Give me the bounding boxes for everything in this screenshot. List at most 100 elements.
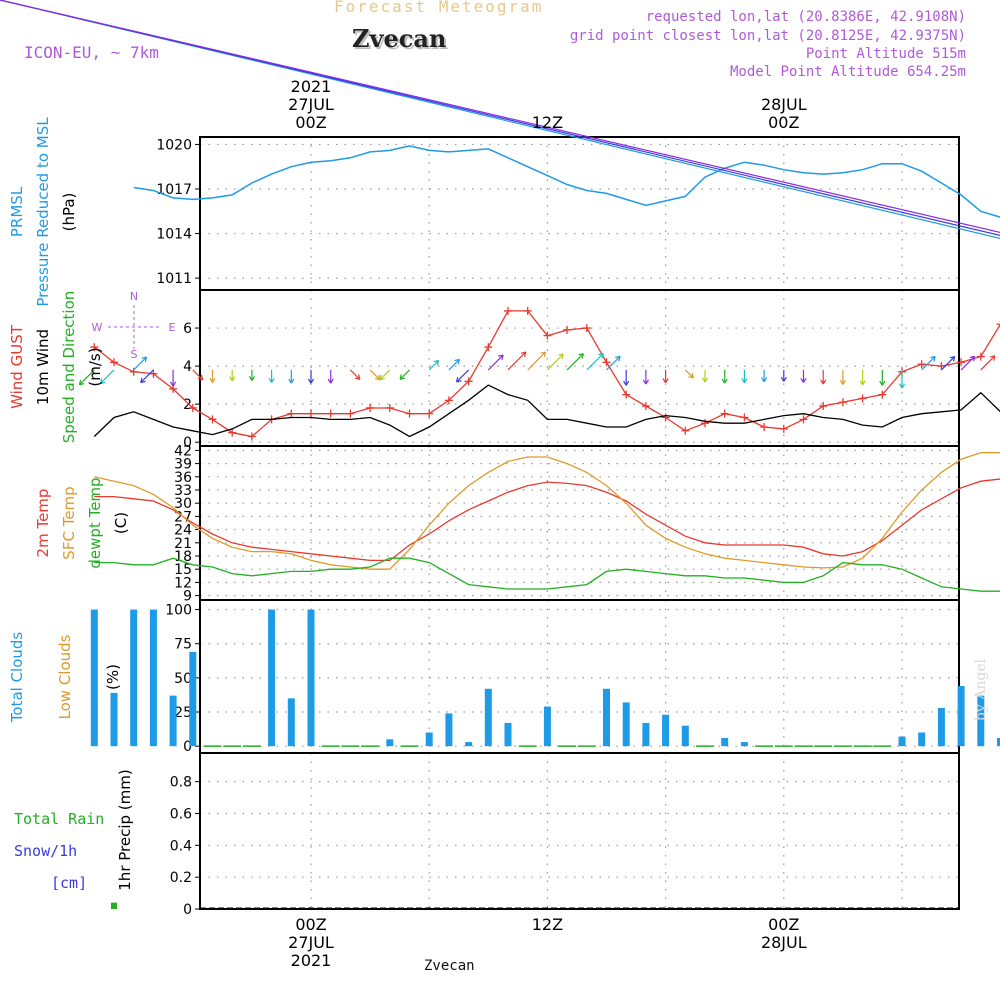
y-tick-label: 100 [165,603,192,619]
cloud-bar [543,706,551,747]
compass-n: N [130,290,138,303]
cloud-bar [90,609,98,747]
wind-arrow-head [859,380,866,386]
wind-arrow-head [615,355,621,362]
cloud-bar [287,698,295,747]
wind-arrow [527,351,546,371]
wind-arrow [940,356,956,371]
wind-arrow [487,354,504,371]
wind-arrow-head [688,372,694,379]
bottom-tick-label: 00Z [768,915,799,934]
wind-arrow-head [248,375,255,381]
y-tick-label: 15 [174,562,192,578]
wind-axis-label: (m/s) [86,347,104,386]
gust-marker [247,432,256,441]
wind-arrow [369,369,381,381]
gust-marker [799,415,808,424]
y-tick-label: 1020 [156,137,192,153]
gust-marker [740,413,749,422]
gust-marker [878,390,887,399]
panel-frame [199,752,960,910]
y-tick-label: 2 [183,397,192,413]
tsfc-line [94,451,1000,570]
gust-marker [169,384,178,393]
wind-arrow-head [839,379,846,385]
gust-marker [917,360,926,369]
gust-marker [760,422,769,431]
wind-arrow [0,0,1000,234]
compass-lines [108,305,162,349]
gust-marker [346,409,355,418]
cloud-bar [997,737,1000,747]
cloud-bar [662,714,670,747]
model-altitude: Model Point Altitude 654.25m [729,64,966,80]
wind-arrow [507,351,527,371]
wind-arrow [566,353,584,371]
grid-point-coords: grid point closest lon,lat (20.8125E, 42… [569,28,966,44]
wind-arrow [960,355,976,371]
cloud-bar [465,742,473,747]
cloud-bar [268,609,276,747]
wind-line [93,384,1000,438]
panel-precipitation: 0 0.2 0.4 0.6 0.8 [170,752,960,918]
wind-arrow-head [455,376,462,383]
gust-marker [582,324,591,333]
cloud-bar [681,725,689,747]
location-title: Zvecan [352,24,447,53]
wind-arrow [980,355,996,371]
pressure-axis-label: Pressure Reduced to MSL [34,117,52,307]
wind-arrow [0,0,1000,239]
wind-arrow-head [578,353,584,359]
wind-arrow [586,353,604,371]
gust-marker [720,409,729,418]
y-tick-label: 50 [174,671,192,687]
wind-arrow-head [99,378,106,385]
temp-axis-label: SFC Temp [60,486,78,559]
gust-marker [287,409,296,418]
y-tick-label: 9 [183,589,192,605]
gust-line [93,310,1000,438]
wind-arrow-head [141,356,148,363]
gust-marker [149,369,158,378]
cloud-bar [386,739,394,747]
precip-axis-label: 1hr Precip (mm) [116,769,134,890]
y-tick-label: 0 [183,739,192,755]
wind-arrow-head [598,352,604,359]
compass-e: E [169,321,176,334]
wind-arrow [606,355,621,371]
compass-rose: N S W E [92,290,176,361]
pressure-axis-label: (hPa) [60,193,78,232]
wind-arrow-head [433,359,440,366]
wind-arrow-head [623,380,630,386]
wind-axis-label: 10m Wind [34,329,52,405]
bottom-tick-label: 00Z [295,915,326,934]
gust-marker [661,413,670,422]
wind-arrow-head [268,377,275,383]
cloud-bar [169,695,177,747]
pressure-axis-label: PRMSL [8,186,26,237]
y-tick-label: 0.4 [170,838,192,854]
gust-marker [504,306,512,315]
wind-arrow [349,369,361,380]
y-tick-label: 0 [183,435,192,451]
y-tick-label: 75 [174,637,192,653]
cloud-bar [898,736,906,747]
wind-arrow-head [930,355,936,362]
gust-marker [110,358,118,367]
top-tick-label: 12Z [532,113,563,132]
wind-arrow-head [399,374,406,380]
y-tick-label: 39 [174,457,192,473]
wind-arrow-head [701,377,709,383]
gust-marker [366,403,375,412]
wind-arrow [456,369,470,383]
wind-arrow-head [949,356,956,362]
clouds-axis-label: (%) [104,664,122,690]
wind-arrow-head [642,379,649,385]
gust-marker [858,394,867,403]
top-tick-label: 27JUL [288,95,334,114]
panel-frame [199,136,960,291]
y-tick-label: 0.6 [170,806,192,822]
wind-arrow-head [540,351,547,358]
bottom-tick-label: 12Z [532,915,563,934]
